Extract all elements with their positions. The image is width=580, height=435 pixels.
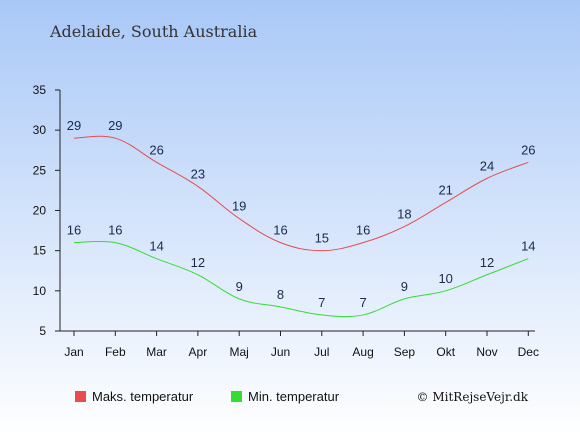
data-labels: 29 29 26 23 19 16 15 16 18 21 24 26 16 16 14 12 9 8 7 7 9 10 1… (67, 118, 536, 310)
credit-text: © MitRejseVejr.dk (417, 390, 529, 404)
series-line-max (73, 135, 529, 252)
x-tick-label: Okt (436, 345, 455, 359)
data-label-min: 7 (318, 295, 325, 310)
x-tick-label: Feb (105, 345, 126, 359)
x-tick-label: Maj (230, 345, 249, 359)
data-label-min: 12 (480, 255, 494, 270)
y-tick-label: 25 (33, 163, 47, 177)
data-label-max: 26 (149, 142, 163, 157)
x-tick-label: Sep (394, 345, 416, 359)
x-tick-label: Dec (518, 345, 539, 359)
x-tick-label: Jul (314, 345, 329, 359)
y-tick-label: 15 (33, 244, 47, 258)
data-label-min: 16 (108, 223, 122, 238)
data-label-min: 12 (191, 255, 205, 270)
y-tick-label: 5 (39, 324, 46, 338)
series-layer (73, 135, 529, 318)
data-label-max: 15 (315, 231, 329, 246)
data-label-max: 24 (480, 158, 494, 173)
data-label-min: 7 (359, 295, 366, 310)
axes: 5 10 15 20 25 30 35 Jan Feb Mar Apr Maj Jun Jul Aug Sep… (33, 83, 539, 359)
x-tick-label: Jun (271, 345, 290, 359)
data-label-min: 9 (236, 279, 243, 294)
y-tick-label: 35 (33, 83, 47, 97)
data-label-max: 26 (521, 142, 535, 157)
x-tick-label: Aug (352, 345, 373, 359)
x-tick-label: Mar (146, 345, 167, 359)
legend: Maks. temperatur Min. temperatur (75, 389, 340, 404)
data-label-max: 18 (397, 207, 411, 222)
legend-label-min: Min. temperatur (248, 389, 340, 404)
y-tick-label: 20 (33, 204, 47, 218)
legend-swatch-max (75, 391, 86, 402)
data-label-min: 14 (521, 239, 535, 254)
y-tick-label: 10 (33, 284, 47, 298)
series-line-min (73, 240, 529, 318)
data-label-max: 29 (67, 118, 81, 133)
data-label-max: 23 (191, 166, 205, 181)
legend-label-max: Maks. temperatur (92, 389, 194, 404)
data-label-min: 8 (277, 287, 284, 302)
data-label-min: 16 (67, 223, 81, 238)
x-tick-label: Apr (189, 345, 208, 359)
x-tick-label: Nov (476, 345, 497, 359)
data-label-min: 10 (438, 271, 452, 286)
legend-swatch-min (231, 391, 242, 402)
data-label-max: 16 (273, 223, 287, 238)
data-label-max: 21 (438, 182, 452, 197)
data-label-min: 14 (149, 239, 163, 254)
x-tick-label: Jan (64, 345, 83, 359)
data-label-max: 19 (232, 199, 246, 214)
data-label-max: 16 (356, 223, 370, 238)
y-tick-label: 30 (33, 123, 47, 137)
data-label-min: 9 (401, 279, 408, 294)
chart-title: Adelaide, South Australia (49, 22, 258, 41)
data-label-max: 29 (108, 118, 122, 133)
